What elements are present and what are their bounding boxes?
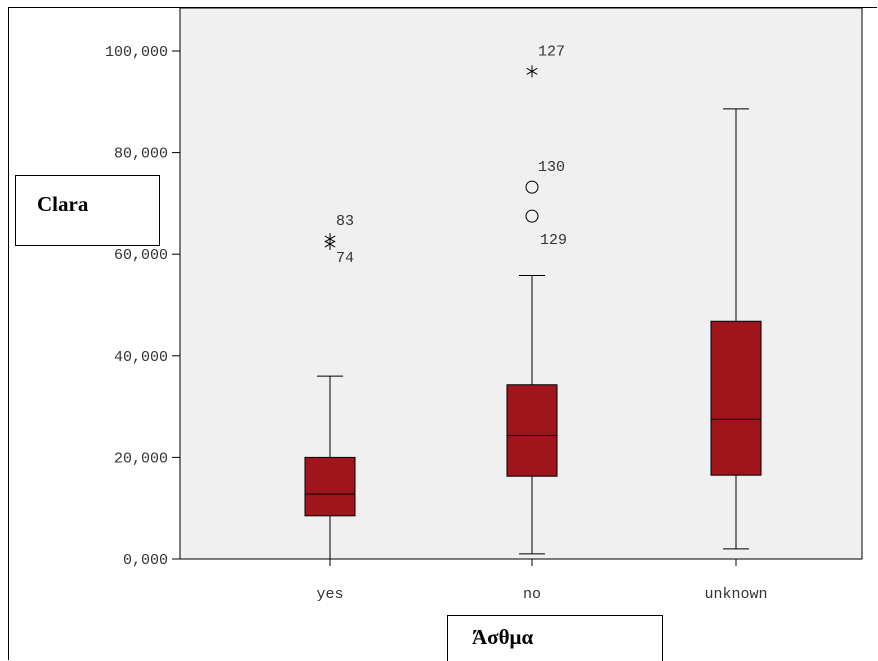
- x-tick-label: unknown: [704, 586, 767, 603]
- x-axis-label-box: Άσθμα: [447, 615, 663, 661]
- y-tick-label: 20,000: [114, 450, 168, 467]
- y-axis: 0,000 20,000 40,000 60,000 80,000 100,000: [105, 44, 180, 569]
- iqr-box: [710, 320, 762, 476]
- outlier-star-stroke: [526, 67, 538, 75]
- box-unknown: [710, 108, 762, 550]
- y-tick-label: 80,000: [114, 146, 168, 163]
- outlier-129: 129: [525, 209, 567, 249]
- x-tick-label: no: [523, 586, 541, 603]
- y-axis-label-box: Clara: [15, 175, 160, 246]
- outlier-star-stroke: [324, 240, 336, 248]
- outlier-label: 74: [336, 250, 354, 267]
- y-axis-label: Clara: [37, 192, 89, 216]
- outliers: 83 74 127 130 129: [324, 43, 567, 267]
- y-tick-label: 100,000: [105, 44, 168, 61]
- outlier-127: 127: [526, 43, 565, 78]
- outlier-circle: [525, 209, 539, 223]
- y-tick-label: 40,000: [114, 349, 168, 366]
- outlier-74: 74: [324, 238, 354, 267]
- box-yes: [304, 375, 356, 560]
- boxes: [304, 108, 762, 560]
- box-no: [506, 275, 558, 555]
- outlier-label: 83: [336, 213, 354, 230]
- iqr-box: [304, 456, 356, 517]
- iqr-box: [506, 384, 558, 477]
- x-axis-label: Άσθμα: [472, 625, 534, 649]
- y-tick-label: 0,000: [123, 552, 168, 569]
- outlier-label: 129: [540, 232, 567, 249]
- y-tick-label: 60,000: [114, 247, 168, 264]
- x-axis: yes no unknown: [316, 559, 768, 603]
- outlier-130: 130: [525, 159, 565, 194]
- outlier-circle: [525, 180, 539, 194]
- x-tick-label: yes: [316, 586, 343, 603]
- outlier-label: 127: [538, 43, 565, 60]
- outlier-label: 130: [538, 159, 565, 176]
